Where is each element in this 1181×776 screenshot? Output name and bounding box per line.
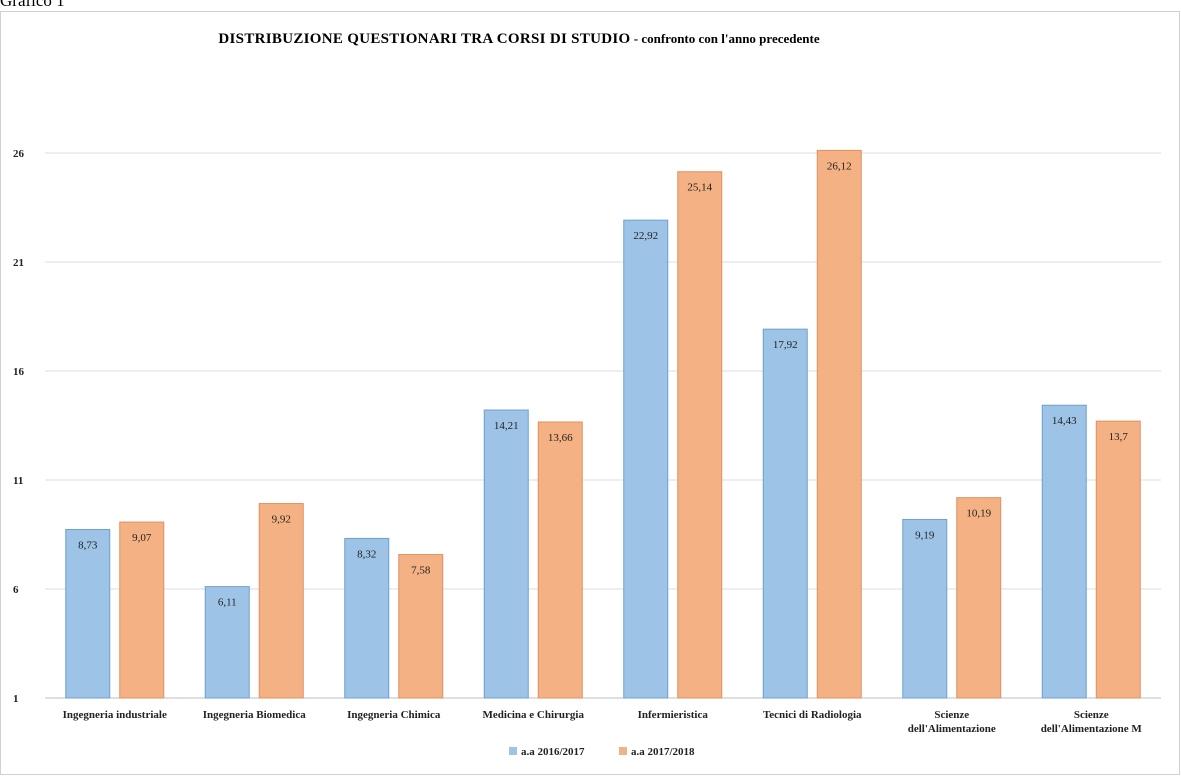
data-label: 14,21 [494,420,519,432]
data-label: 13,7 [1109,431,1129,443]
data-label: 6,11 [218,597,237,609]
data-label: 26,12 [827,160,852,172]
y-tick-label: 21 [13,257,24,269]
bar [204,586,250,699]
bar [65,528,111,699]
bar [762,328,808,699]
chart-title-main: DISTRIBUZIONE QUESTIONARI TRA CORSI DI S… [218,31,630,47]
y-tick-label: 1 [13,693,19,705]
data-label: 14,43 [1052,415,1077,427]
bar-chart: DISTRIBUZIONE QUESTIONARI TRA CORSI DI S… [13,31,1161,758]
x-category-label: Infermieristica [638,709,709,721]
bar [623,219,669,699]
y-tick-label: 16 [13,366,25,378]
x-category-label: Tecnici di Radiologia [763,709,862,721]
data-label: 22,92 [633,230,658,242]
data-label: 9,19 [915,529,935,541]
data-label: 25,14 [687,182,712,194]
x-category-label: Scienze dell'Alimentazione M [1041,709,1143,735]
legend-swatch [619,747,627,755]
y-tick-label: 26 [13,148,25,160]
bar [902,518,948,699]
bar [344,537,390,699]
data-label: 10,19 [966,508,991,520]
bar [537,421,583,699]
legend-label: a.a 2017/2018 [631,746,695,758]
x-category-label: Ingegneria Biomedica [203,709,306,721]
bars: 8,73 6,11 8,32 14,21 22,92 17,92 9,19 14,43 9,07… [65,149,1141,699]
data-label: 9,92 [272,514,291,526]
data-label: 13,66 [548,432,573,444]
bar [677,171,723,699]
bar [398,554,444,699]
bar [956,497,1002,699]
chart-title: DISTRIBUZIONE QUESTIONARI TRA CORSI DI S… [218,31,819,47]
chart-title-suffix: - confronto con l'anno precedente [631,31,820,46]
bar [119,521,165,699]
data-label: 9,07 [132,532,152,544]
x-axis-categories: Ingegneria industriale Ingegneria Biomedi… [63,709,1143,735]
legend-label: a.a 2016/2017 [521,746,585,758]
data-label: 8,32 [357,548,376,560]
bar [258,503,304,699]
x-category-label: Scienze dell'Alimentazione [908,709,996,735]
y-tick-label: 11 [13,475,23,487]
figure-caption: Grafico 1 [0,0,65,10]
legend: a.a 2016/2017 a.a 2017/2018 [509,746,695,758]
y-tick-label: 6 [13,584,19,596]
x-category-label: Ingegneria Chimica [347,709,441,721]
x-category-label: Medicina e Chirurgia [483,709,585,721]
legend-swatch [509,747,517,755]
chart-frame: DISTRIBUZIONE QUESTIONARI TRA CORSI DI S… [0,11,1180,775]
bar [816,149,862,699]
bar [1095,420,1141,699]
data-label: 7,58 [411,565,431,577]
x-category-label: Ingegneria industriale [63,709,167,721]
bar [1041,404,1087,699]
data-label: 8,73 [78,539,98,551]
bar [483,409,529,699]
data-label: 17,92 [773,339,798,351]
